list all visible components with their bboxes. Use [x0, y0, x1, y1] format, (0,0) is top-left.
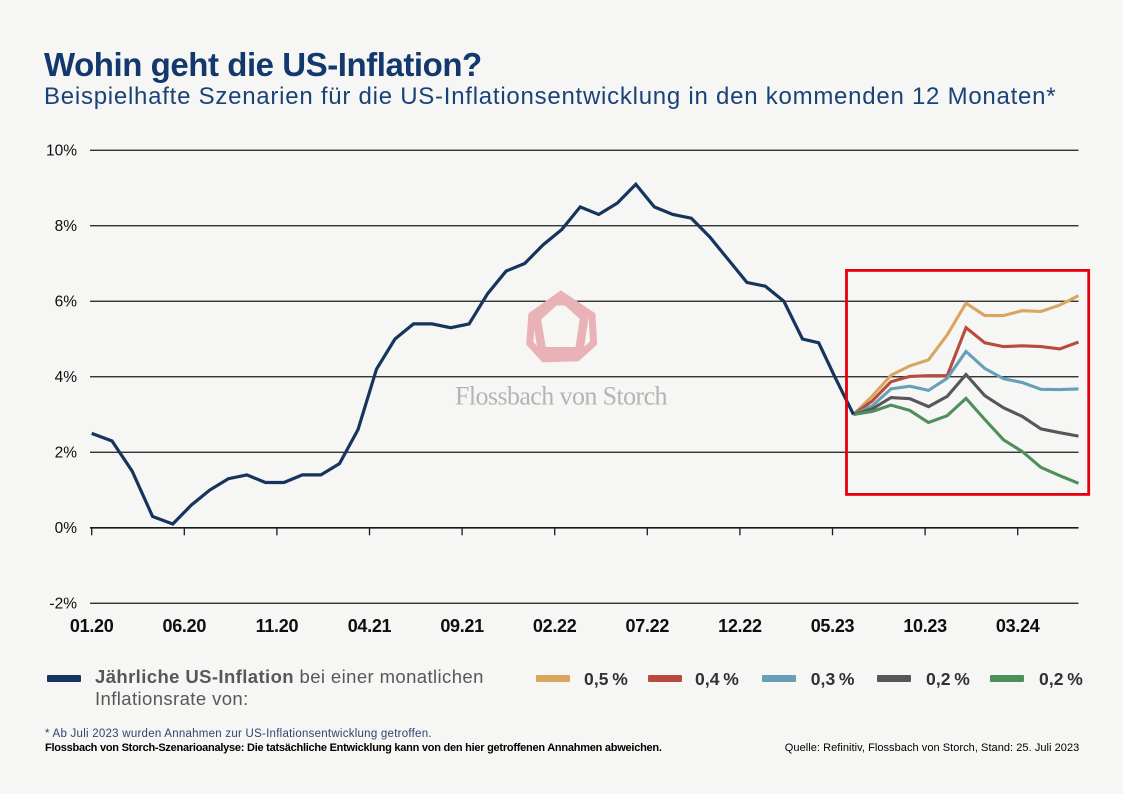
svg-text:02.22: 02.22 [533, 616, 577, 636]
svg-text:-2%: -2% [49, 596, 77, 613]
svg-text:11.20: 11.20 [256, 616, 299, 636]
svg-text:Flossbach von Storch: Flossbach von Storch [455, 382, 667, 411]
svg-text:6%: 6% [55, 294, 78, 311]
svg-text:2%: 2% [55, 445, 78, 462]
svg-text:12.22: 12.22 [718, 616, 762, 636]
svg-text:8%: 8% [55, 218, 78, 235]
svg-text:10%: 10% [46, 143, 77, 160]
svg-text:05.23: 05.23 [811, 616, 855, 636]
svg-text:10.23: 10.23 [903, 616, 947, 636]
svg-text:06.20: 06.20 [163, 616, 207, 636]
svg-text:07.22: 07.22 [626, 616, 670, 636]
svg-text:03.24: 03.24 [996, 616, 1040, 636]
svg-text:09.21: 09.21 [440, 616, 484, 636]
svg-text:01.20: 01.20 [70, 616, 114, 636]
svg-text:04.21: 04.21 [348, 616, 392, 636]
svg-text:0%: 0% [55, 520, 78, 537]
svg-text:4%: 4% [55, 369, 78, 386]
